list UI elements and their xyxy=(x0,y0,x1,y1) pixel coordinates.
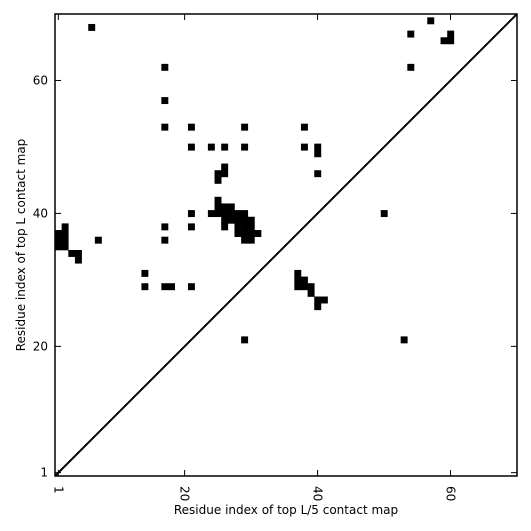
contact-cell xyxy=(300,283,308,291)
y-tick-label: 60 xyxy=(33,73,48,87)
contact-cell xyxy=(241,336,249,344)
contact-cell xyxy=(214,210,222,218)
contact-cell xyxy=(407,63,415,71)
contact-cell xyxy=(187,210,195,218)
y-tick-label: 1 xyxy=(40,466,48,480)
contact-cell xyxy=(55,243,62,251)
contact-cell xyxy=(207,210,215,218)
contact-cell xyxy=(214,170,222,178)
contact-cell xyxy=(241,223,249,231)
contact-cell xyxy=(241,143,249,151)
contact-cell xyxy=(187,143,195,151)
contact-cell xyxy=(234,230,242,237)
contact-cell xyxy=(447,37,455,45)
contact-cell xyxy=(221,216,229,224)
x-tick-label: 20 xyxy=(178,486,192,501)
contact-cell xyxy=(247,223,255,231)
contact-cell xyxy=(300,123,308,131)
contact-cell xyxy=(221,223,229,231)
contact-cells xyxy=(55,17,455,344)
contact-cell xyxy=(161,223,169,231)
contact-cell xyxy=(234,223,242,231)
contact-cell xyxy=(241,236,249,244)
contact-cell xyxy=(241,216,249,224)
x-axis-label: Residue index of top L/5 contact map xyxy=(174,503,398,517)
contact-cell xyxy=(307,283,315,291)
x-tick-label: 60 xyxy=(444,486,458,501)
contact-cell xyxy=(61,230,69,237)
contact-cell xyxy=(247,236,255,244)
contact-cell xyxy=(314,296,322,304)
contact-cell xyxy=(214,203,222,211)
contact-cell xyxy=(214,196,222,204)
contact-cell xyxy=(61,223,69,231)
contact-cell xyxy=(294,283,302,291)
contact-cell xyxy=(294,276,302,284)
contact-cell xyxy=(314,303,322,311)
contact-cell xyxy=(427,17,435,25)
contact-cell xyxy=(221,210,229,218)
contact-cell xyxy=(234,210,242,218)
x-tick-label: 40 xyxy=(311,486,325,501)
y-tick-label: 20 xyxy=(33,339,48,353)
contact-cell xyxy=(161,283,169,291)
contact-cell xyxy=(221,143,229,151)
contact-cell xyxy=(187,123,195,131)
contact-cell xyxy=(161,97,169,105)
contact-cell xyxy=(407,30,415,38)
contact-cell xyxy=(307,289,315,297)
contact-cell xyxy=(247,230,255,237)
contact-cell xyxy=(241,230,249,237)
contact-cell xyxy=(161,236,169,244)
contact-cell xyxy=(294,269,302,277)
contact-cell xyxy=(61,236,69,244)
contact-cell xyxy=(88,23,96,31)
axis-ticks: 1 20 40 60 1 20 40 60 xyxy=(33,14,517,501)
contact-cell xyxy=(300,276,308,284)
plot-frame xyxy=(54,13,518,477)
contact-cell xyxy=(94,236,102,244)
contact-cell xyxy=(241,210,249,218)
contact-cell xyxy=(241,123,249,131)
x-tick-label: 1 xyxy=(51,486,65,494)
contact-cell xyxy=(187,283,195,291)
contact-cell xyxy=(314,170,322,178)
contact-cell xyxy=(447,30,455,38)
contact-cell xyxy=(187,223,195,231)
contact-cell xyxy=(227,210,235,218)
contact-cell xyxy=(207,143,215,151)
contact-cell xyxy=(440,37,448,45)
contact-cell xyxy=(141,269,149,277)
contact-cell xyxy=(74,256,82,264)
contact-cell xyxy=(221,163,229,171)
contact-cell xyxy=(161,63,169,71)
contact-cell xyxy=(300,143,308,151)
contact-cell xyxy=(234,216,242,224)
contact-cell xyxy=(68,249,76,257)
contact-cell xyxy=(314,150,322,158)
contact-cell xyxy=(227,203,235,211)
contact-cell xyxy=(214,176,222,184)
contact-cell xyxy=(61,243,69,251)
contact-cell xyxy=(320,296,328,304)
contact-cell xyxy=(227,216,235,224)
contact-cell xyxy=(168,283,175,291)
contact-cell xyxy=(141,283,149,291)
y-axis-label: Residue index of top L contact map xyxy=(14,139,28,352)
contact-cell xyxy=(314,143,322,151)
contact-cell xyxy=(55,236,62,244)
contact-cell xyxy=(55,230,62,237)
contact-cell xyxy=(247,216,255,224)
contact-cell xyxy=(161,123,169,131)
y-tick-label: 40 xyxy=(33,206,48,220)
contact-cell xyxy=(221,170,229,178)
contact-cell xyxy=(400,336,408,344)
contact-cell xyxy=(74,249,82,257)
contact-cell xyxy=(254,230,262,237)
contact-cell xyxy=(380,210,388,218)
diagonal-line xyxy=(54,13,518,477)
contact-cell xyxy=(221,203,229,211)
